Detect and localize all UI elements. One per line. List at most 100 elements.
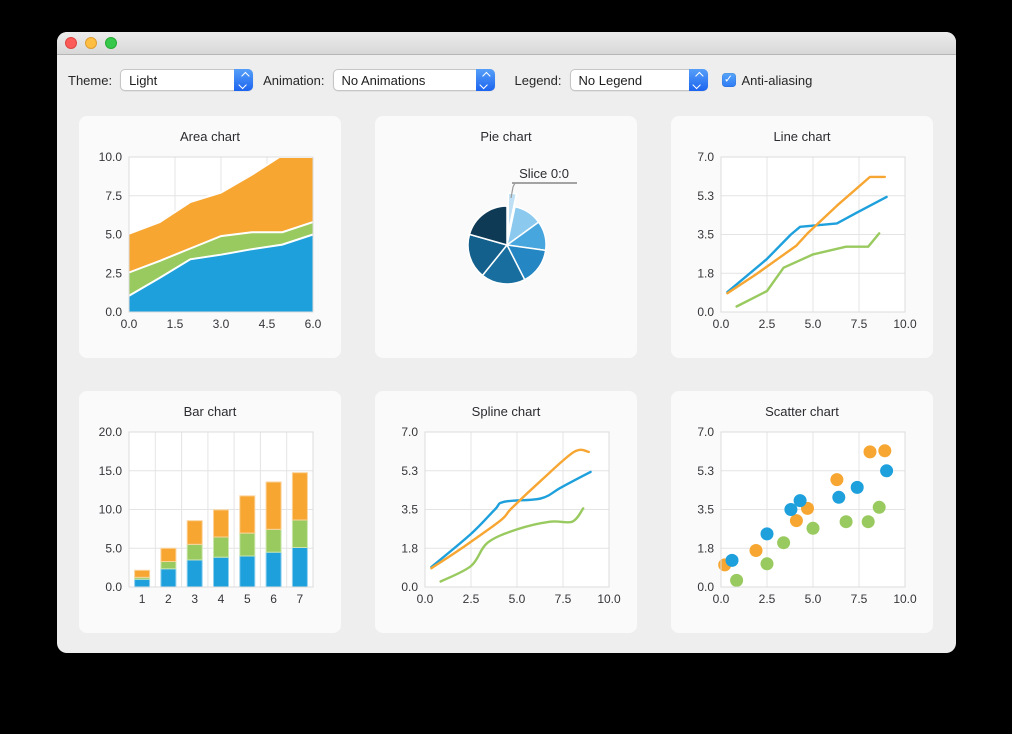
stepper-icon [475,69,495,91]
y-tick-label: 3.5 [697,228,714,242]
green-spline [439,507,585,583]
x-tick-label: 0.0 [713,592,730,606]
legend-select-value: No Legend [578,72,643,88]
x-tick-label: 3.0 [213,317,230,331]
legend-label: Legend: [514,72,562,88]
x-tick-label: 4.5 [259,317,276,331]
y-tick-label: 5.3 [697,464,714,478]
toolbar: Theme: Light Animation: No Animations Le… [57,55,956,116]
green-scatter-point [872,500,886,514]
stepper-icon [234,69,254,91]
antialias-checkbox-group[interactable]: ✓ Anti-aliasing [721,73,812,88]
orange-bar-set-segment [160,547,177,563]
orange-scatter-point [749,544,763,557]
plot-border [128,431,314,588]
plot-border [720,156,906,313]
green-bar-set-segment [239,532,256,557]
area-chart-canvas: 0.0 2.5 5.0 7.5 10.0 0.0 1.5 3.0 4.5 6.0 [99,150,322,331]
x-tick-label: 5 [244,592,251,606]
blue-line [726,195,888,294]
y-tick-label: 7.0 [697,150,714,164]
orange-bar-set-segment [134,569,151,578]
y-tick-label: 15.0 [99,464,123,478]
orange-bar-set-segment [213,509,229,538]
traffic-lights [65,37,117,49]
pie-slice-5[interactable] [467,233,508,277]
blue-area [129,234,313,312]
scatter-chart-card: Scatter chart 0.0 1.8 3.5 5.3 7.0 0.0 2.5 5.0 7.… [671,391,933,633]
stepper-icon [688,69,708,91]
blue-bar-set-segment [160,568,177,588]
y-tick-label: 0.0 [105,580,122,594]
scatter-chart-title: Scatter chart [765,404,839,419]
y-tick-label: 10.0 [99,503,123,517]
green-bar-set-segment [213,536,229,558]
y-tick-label: 0.0 [401,580,418,594]
y-tick-label: 20.0 [99,425,123,439]
x-tick-label: 10.0 [597,592,621,606]
x-tick-label: 6 [270,592,277,606]
orange-bar-set-segment [186,520,203,545]
y-tick-label: 7.0 [401,425,418,439]
y-tick-label: 0.0 [697,580,714,594]
x-tick-label: 3 [191,592,198,606]
bar-chart-card: Bar chart 0.0 5.0 10.0 15.0 20.0 1 2 3 4 5 6 7 [79,391,341,633]
bar-chart-canvas: 0.0 5.0 10.0 15.0 20.0 1 2 3 4 5 6 7 [99,425,314,606]
pie-chart-title: Pie chart [480,129,532,144]
x-tick-label: 6.0 [305,317,322,331]
window-titlebar[interactable] [57,32,956,55]
x-tick-label: 5.0 [805,317,822,331]
minimize-button[interactable] [85,37,97,49]
green-line [735,232,881,308]
blue-scatter-point [832,490,846,504]
y-tick-label: 3.5 [401,503,418,517]
pie-slice-4[interactable] [481,244,526,285]
app-window: Theme: Light Animation: No Animations Le… [57,32,956,653]
close-button[interactable] [65,37,77,49]
orange-bar-set-segment [239,495,256,534]
y-tick-label: 10.0 [99,150,123,164]
x-tick-label: 10.0 [893,592,917,606]
blue-spline [430,470,592,569]
green-scatter-point [730,573,744,587]
blue-scatter-point [784,503,798,516]
plot-border [128,156,314,313]
green-bar-set-segment [291,519,308,548]
bar-chart-title: Bar chart [183,404,237,419]
x-tick-label: 7.5 [851,592,868,606]
theme-select-value: Light [129,72,158,88]
blue-bar-set-segment [291,547,308,588]
blue-bar-set-segment [134,578,151,588]
green-area-edge [128,221,314,274]
green-bar-set-segment [160,560,177,570]
x-tick-label: 2.5 [759,317,776,331]
blue-bar-set-segment [186,559,203,588]
pie-slice-6[interactable] [468,205,508,246]
x-tick-label: 4 [218,592,225,606]
y-tick-label: 7.5 [105,189,122,203]
legend-select[interactable]: No Legend [569,69,708,91]
x-tick-label: 7.5 [851,317,868,331]
chevron-up-icon [695,71,704,80]
x-tick-label: 0.0 [713,317,730,331]
x-tick-label: 7 [297,592,304,606]
theme-select[interactable]: Light [120,69,254,91]
chevron-up-icon [240,71,250,80]
line-chart-canvas: 0.0 1.8 3.5 5.3 7.0 0.0 2.5 5.0 7.5 10.0 [697,150,917,331]
x-tick-label: 0.0 [121,317,138,331]
line-chart-title: Line chart [773,129,831,144]
zoom-button[interactable] [105,37,117,49]
animation-select-value: No Animations [341,72,426,88]
blue-scatter-point [850,480,864,494]
antialias-checkbox[interactable]: ✓ [721,73,736,87]
x-tick-label: 1 [139,592,146,606]
line-chart-card: Line chart 0.0 1.8 3.5 5.3 7.0 0.0 2.5 5.0 7.5 10… [671,116,933,358]
y-tick-label: 1.8 [697,541,714,555]
spline-chart-canvas: 0.0 1.8 3.5 5.3 7.0 0.0 2.5 5.0 7.5 10.0 [401,425,621,606]
orange-scatter-point [863,445,877,459]
green-scatter-point [777,536,791,550]
orange-scatter-point [830,473,844,487]
pie-chart-card: Pie chart Slice 0:0 [375,116,637,358]
animation-select[interactable]: No Animations [332,69,495,91]
